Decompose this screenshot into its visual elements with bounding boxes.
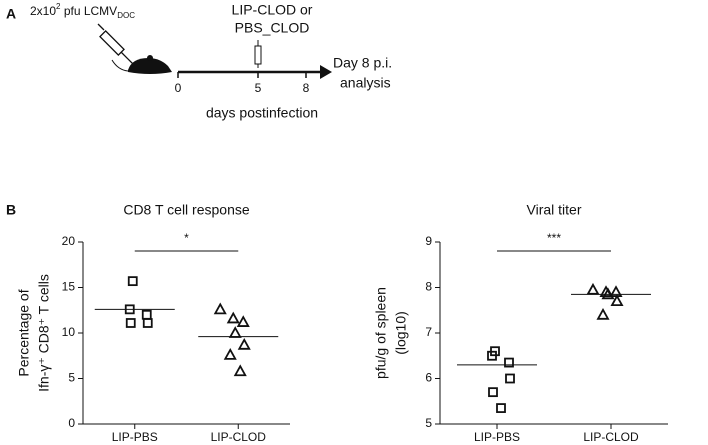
data-point — [142, 318, 153, 328]
dose-exp: 2 — [56, 2, 61, 11]
dose-sub: DOC — [117, 11, 135, 20]
data-point — [504, 357, 514, 368]
data-point — [610, 294, 624, 307]
data-point — [237, 337, 251, 350]
treatment-label: LIP-CLOD or — [232, 2, 313, 18]
endpoint-label: Day 8 p.i. — [333, 55, 392, 71]
data-point — [505, 373, 515, 384]
y-tick-label: 8 — [425, 280, 432, 294]
y-tick-label: 10 — [62, 325, 76, 339]
significance-label: * — [184, 231, 189, 245]
syringe-icon — [97, 23, 135, 66]
axis-label: days postinfection — [206, 105, 318, 121]
data-point — [233, 364, 247, 377]
y-tick-label: 0 — [68, 416, 75, 430]
y-tick-label: 15 — [62, 280, 76, 294]
y-tick-label: 9 — [425, 234, 432, 248]
y-axis-label: Percentage of — [16, 289, 32, 376]
y-axis-label: (log10) — [393, 311, 409, 355]
y-tick-label: 6 — [425, 371, 432, 385]
treatment-label: PBS_CLOD — [235, 20, 310, 36]
endpoint-label: analysis — [340, 75, 391, 91]
y-tick-label: 5 — [425, 416, 432, 430]
dose: 2x10 — [30, 4, 56, 18]
dose-label: 2x102 pfu LCMVDOC — [30, 2, 135, 20]
data-point — [496, 403, 506, 413]
data-point — [586, 282, 600, 295]
panel-label: A — [6, 6, 16, 22]
x-tick-label: LIP-PBS — [474, 430, 520, 444]
y-tick-label: 7 — [425, 325, 432, 339]
data-point — [596, 307, 610, 320]
timeline-tick-label: 5 — [255, 81, 262, 95]
data-point — [223, 347, 237, 360]
y-tick-label: 5 — [68, 371, 75, 385]
data-point — [125, 318, 136, 328]
significance-label: *** — [547, 231, 561, 245]
data-point — [226, 311, 240, 324]
data-point — [236, 315, 250, 327]
dose-rest: pfu LCMV — [60, 4, 117, 18]
data-point — [141, 309, 152, 320]
x-tick-label: LIP-PBS — [112, 430, 158, 444]
data-point — [601, 287, 615, 300]
chart-title: Viral titer — [527, 202, 582, 218]
timeline-tick-label: 8 — [303, 81, 310, 95]
data-point — [228, 326, 242, 338]
y-axis-label: Ifn-γ⁺ CD8⁺ T cells — [36, 274, 52, 392]
data-point — [609, 285, 623, 297]
y-tick-label: 20 — [62, 234, 76, 248]
panel-label: B — [6, 202, 16, 218]
chart-title: CD8 T cell response — [123, 202, 250, 218]
x-tick-label: LIP-CLOD — [211, 430, 267, 444]
timeline-tick-label: 0 — [175, 81, 182, 95]
data-point — [124, 304, 135, 315]
data-point — [127, 276, 138, 287]
mouse-icon — [111, 55, 172, 74]
injection-syringe — [254, 45, 262, 65]
timeline-arrow — [320, 65, 332, 79]
data-point — [487, 350, 497, 361]
x-tick-label: LIP-CLOD — [583, 430, 639, 444]
data-point — [213, 302, 227, 315]
y-axis-label: pfu/g of spleen — [373, 287, 389, 379]
data-point — [488, 387, 498, 398]
